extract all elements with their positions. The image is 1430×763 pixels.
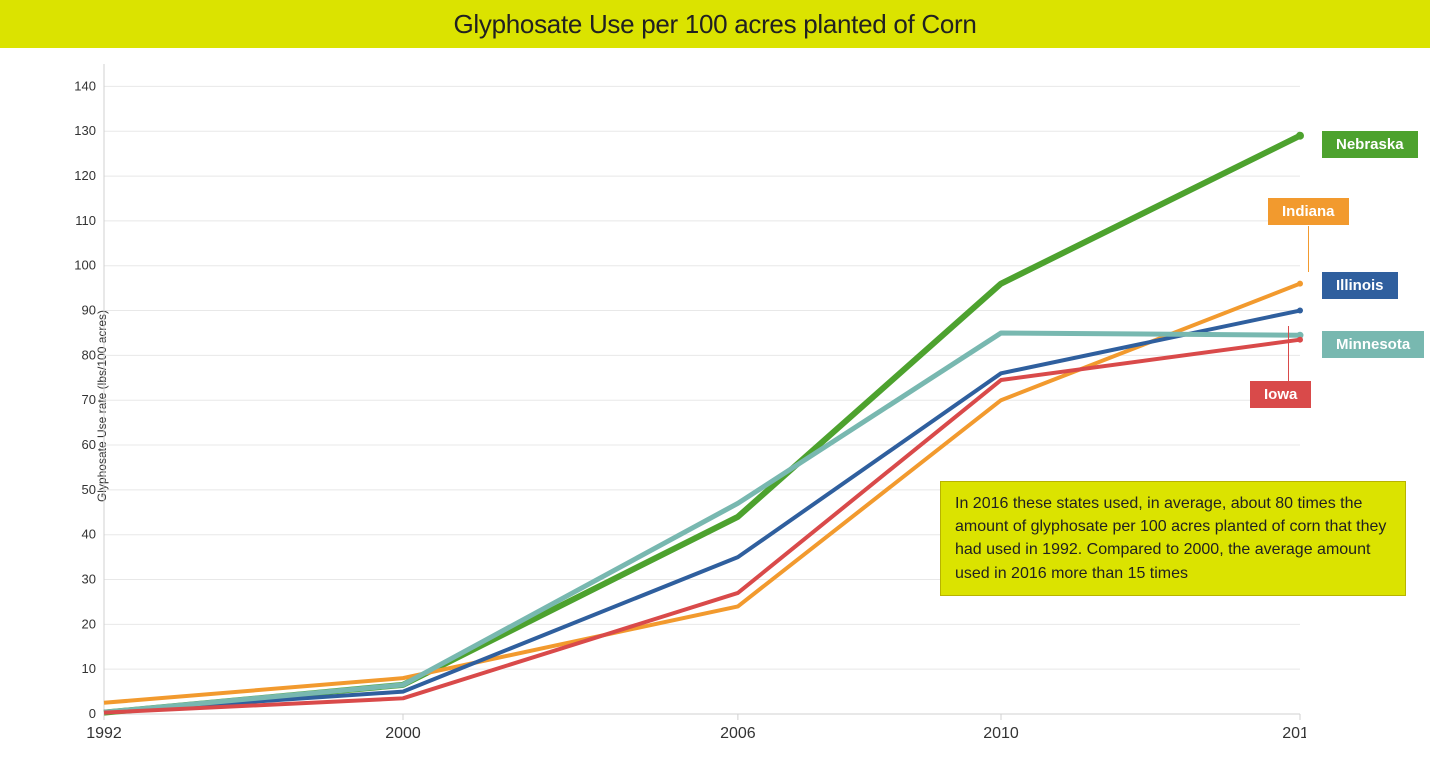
label-leader <box>1288 326 1289 381</box>
series-label-minnesota: Minnesota <box>1322 331 1424 358</box>
y-axis: 0 10 20 30 40 50 60 70 80 90 100 110 120 130 140 <box>74 78 96 721</box>
svg-text:140: 140 <box>74 78 96 93</box>
svg-text:80: 80 <box>82 347 96 362</box>
svg-text:70: 70 <box>82 392 96 407</box>
svg-text:100: 100 <box>74 258 96 273</box>
svg-text:0: 0 <box>89 706 96 721</box>
svg-text:40: 40 <box>82 527 96 542</box>
svg-text:2010: 2010 <box>983 725 1019 742</box>
svg-text:120: 120 <box>74 168 96 183</box>
svg-text:2006: 2006 <box>720 725 756 742</box>
svg-text:2016: 2016 <box>1282 725 1306 742</box>
svg-text:1992: 1992 <box>86 725 122 742</box>
svg-text:10: 10 <box>82 661 96 676</box>
line-chart: 0 10 20 30 40 50 60 70 80 90 100 110 120 130 140 1992 2… <box>60 54 1306 754</box>
annotation-text: In 2016 these states used, in average, a… <box>955 495 1386 582</box>
svg-text:60: 60 <box>82 437 96 452</box>
svg-text:50: 50 <box>82 482 96 497</box>
x-axis: 1992 2000 2006 2010 2016 <box>86 714 1306 742</box>
series-group <box>104 132 1304 713</box>
chart-area: Glyphosate Use rate (lbs/100 acres) 0102… <box>0 48 1430 763</box>
chart-title-band: Glyphosate Use per 100 acres planted of … <box>0 0 1430 48</box>
series-nebraska <box>104 136 1300 713</box>
annotation-note: In 2016 these states used, in average, a… <box>940 481 1406 596</box>
chart-title: Glyphosate Use per 100 acres planted of … <box>454 9 977 40</box>
label-leader <box>1308 226 1309 272</box>
svg-text:20: 20 <box>82 616 96 631</box>
series-label-indiana: Indiana <box>1268 198 1349 225</box>
svg-text:110: 110 <box>75 213 96 228</box>
series-label-iowa: Iowa <box>1250 381 1311 408</box>
svg-text:90: 90 <box>82 303 96 318</box>
svg-text:30: 30 <box>82 572 96 587</box>
svg-text:2000: 2000 <box>385 725 421 742</box>
svg-text:130: 130 <box>74 123 96 138</box>
grid <box>104 64 1300 714</box>
series-label-nebraska: Nebraska <box>1322 131 1418 158</box>
series-label-illinois: Illinois <box>1322 272 1398 299</box>
